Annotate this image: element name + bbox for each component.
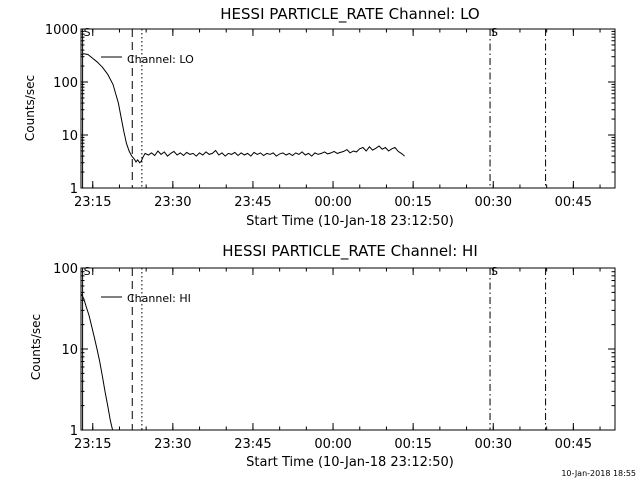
hi-chart-title: HESSI PARTICLE_RATE Channel: HI [222,242,478,261]
lo-channel-panel: HESSI PARTICLE_RATE Channel: LO Start Ti… [23,5,616,229]
hi-x-tick-label: 00:30 [475,437,512,452]
lo-x-tick-label: 00:30 [475,195,512,210]
hi-marker-label: S [491,265,498,278]
hi-channel-panel: HESSI PARTICLE_RATE Channel: HI Start Ti… [29,242,616,470]
lo-x-axis-label: Start Time (10-Jan-18 23:12:50) [246,214,454,229]
hi-legend-label: Channel: HI [127,292,191,305]
hi-x-axis-label: Start Time (10-Jan-18 23:12:50) [246,455,454,470]
lo-marker-label: S [84,26,91,39]
lo-x-tick-label: 00:00 [314,195,351,210]
lo-x-tick-label: 23:30 [154,195,191,210]
lo-x-tick-label: 23:15 [74,195,111,210]
hi-x-tick-label: 00:45 [555,437,592,452]
hi-y-tick-label: 1 [70,424,78,439]
hi-marker-label: S [84,265,91,278]
lo-legend-label: Channel: LO [127,53,194,66]
lo-y-tick-label: 1000 [45,23,78,38]
hi-x-tick-label: 00:00 [314,437,351,452]
hi-y-tick-label: 100 [53,262,78,277]
lo-x-tick-label: 23:45 [234,195,271,210]
lo-x-tick-label: 00:15 [394,195,431,210]
hi-x-tick-label: 23:15 [74,437,111,452]
lo-x-tick-label: 00:45 [555,195,592,210]
lo-axes-frame [80,28,616,189]
hi-y-tick-label: 10 [61,343,78,358]
hi-x-tick-label: 23:30 [154,437,191,452]
hi-x-tick-label: 00:15 [394,437,431,452]
lo-y-tick-label: 1 [70,182,78,197]
footer-timestamp: 10-Jan-2018 18:55 [561,469,636,478]
lo-series-line [81,53,405,164]
lo-y-tick-label: 10 [61,129,78,144]
lo-y-tick-label: 100 [53,76,78,91]
lo-marker-label: S [491,26,498,39]
hi-x-tick-label: 23:45 [234,437,271,452]
lo-chart-title: HESSI PARTICLE_RATE Channel: LO [220,5,479,24]
hi-y-axis-label: Counts/sec [29,314,43,380]
hi-series-line [81,293,114,430]
lo-y-axis-label: Counts/sec [23,75,37,141]
